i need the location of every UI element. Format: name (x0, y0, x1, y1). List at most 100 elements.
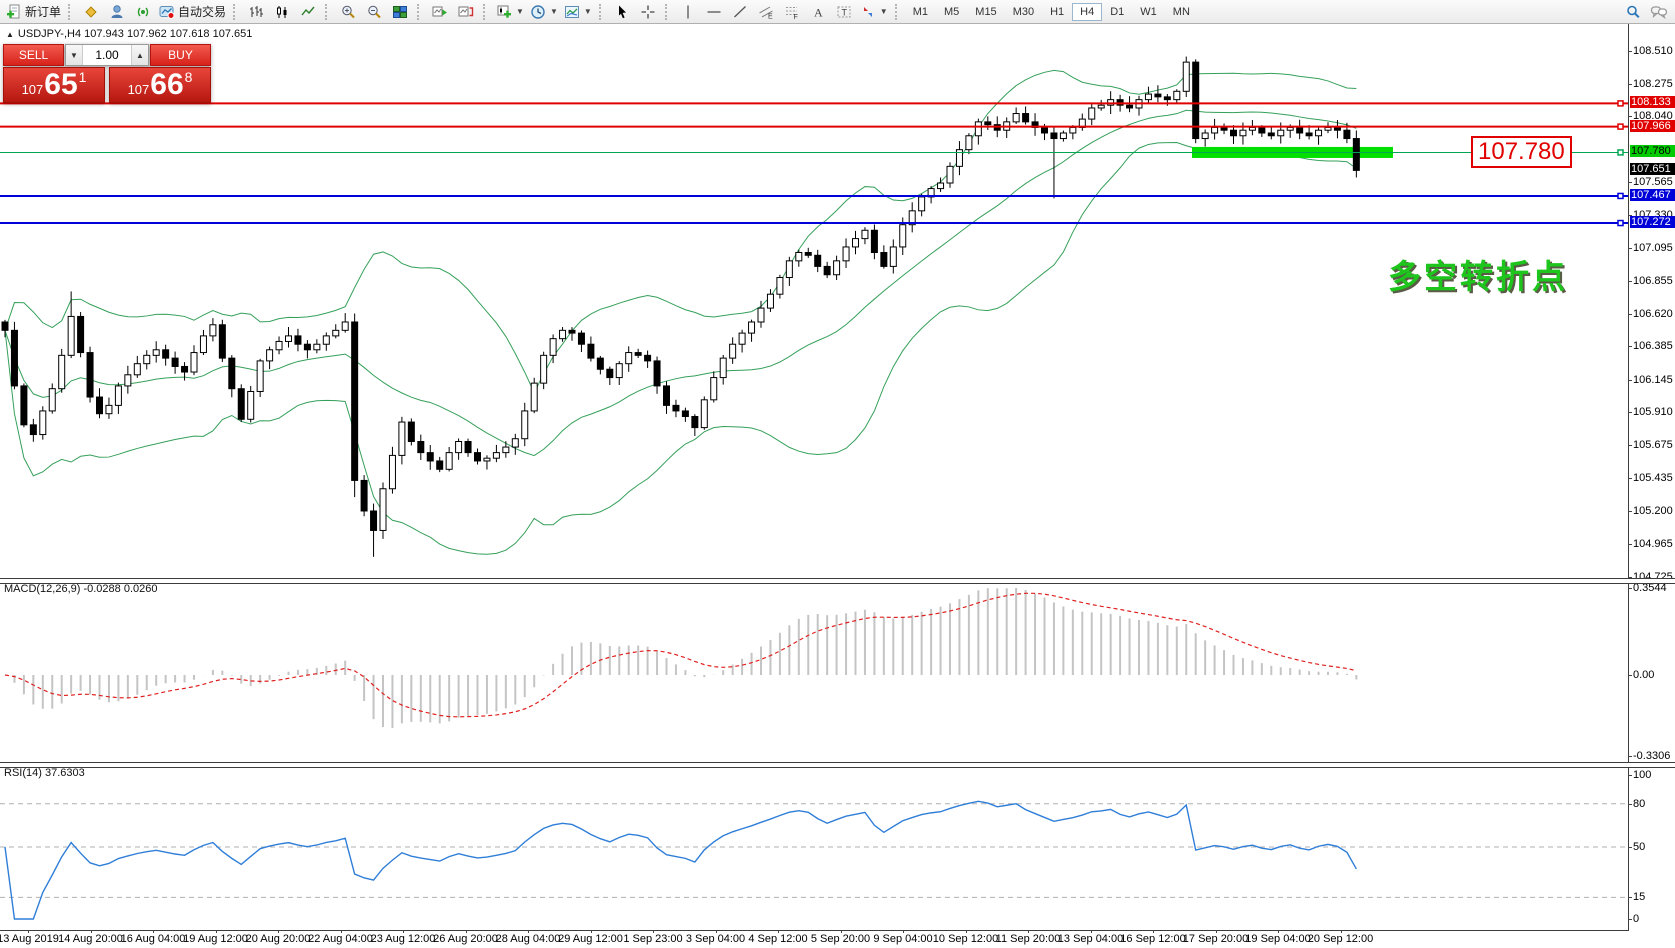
line-chart-button[interactable] (295, 2, 321, 22)
price-callout-box[interactable]: 107.780 (1471, 136, 1572, 168)
text-label-icon: T (837, 6, 851, 17)
candlestick-chart-icon (277, 5, 287, 18)
price-badge-107.272: 107.272 (1630, 216, 1675, 229)
chart-shift-button[interactable] (453, 2, 479, 22)
price-tick-label: 106.145 (1633, 373, 1673, 386)
toolbar-grip (417, 3, 423, 20)
zoom-out-button[interactable] (361, 2, 387, 22)
bar-chart-button[interactable] (243, 2, 269, 22)
volume-down-button[interactable]: ▼ (66, 45, 83, 65)
volume-up-button[interactable]: ▲ (131, 45, 148, 65)
tile-windows-button[interactable] (387, 2, 413, 22)
signals-button[interactable] (130, 2, 156, 22)
price-tick-mark (1628, 444, 1632, 446)
price-tick-mark (1628, 313, 1632, 315)
profile-icon (111, 4, 123, 18)
buy-button[interactable]: BUY (150, 44, 211, 66)
svg-text:F: F (793, 14, 797, 20)
price-badge-107.467: 107.467 (1630, 188, 1675, 201)
trendline-icon (733, 5, 746, 17)
main-chart-panel[interactable] (0, 24, 1628, 579)
time-tick-label: 4 Sep 12:00 (748, 933, 808, 945)
periods-button[interactable]: ▼ (527, 2, 561, 22)
macd-tick-label: 0.3544 (1633, 581, 1667, 594)
toolbar-grip (325, 3, 331, 20)
new-order-button[interactable]: 新订单 (3, 2, 64, 22)
chevron-down-icon: ▼ (549, 7, 558, 16)
price-tick-mark (1628, 280, 1632, 282)
timeframe-m15[interactable]: M15 (975, 5, 997, 18)
autotrading-button[interactable]: 自动交易 (156, 2, 229, 22)
symbol-ohlc-line: USDJPY-,H4 107.943 107.962 107.618 107.6… (17, 28, 253, 40)
horizontal-line-tool[interactable] (701, 2, 727, 22)
time-tick-label: 13 Aug 2019 (0, 933, 59, 945)
price-tick-mark (1628, 83, 1632, 85)
search-button[interactable] (1620, 2, 1646, 22)
timeframe-d1[interactable]: D1 (1110, 5, 1125, 18)
sell-button[interactable]: SELL (3, 44, 64, 66)
news-button[interactable] (78, 2, 104, 22)
price-tick-mark (1628, 346, 1632, 348)
rsi-panel[interactable] (0, 765, 1628, 929)
buy-price-panel[interactable]: 107 66 8 (109, 67, 211, 103)
timeframe-mn[interactable]: MN (1172, 5, 1190, 18)
main-toolbar: 新订单 自动交易 (0, 0, 1675, 24)
market-watch-button[interactable] (104, 2, 130, 22)
chart-shift-icon (458, 6, 474, 16)
trendline-tool[interactable] (727, 2, 753, 22)
panel-splitter[interactable] (0, 578, 1675, 584)
vertical-line-icon (687, 5, 689, 18)
svg-text:E: E (768, 13, 773, 20)
timeframe-h1[interactable]: H1 (1050, 5, 1065, 18)
channel-icon: E (759, 6, 773, 20)
volume-input[interactable]: 1.00 (95, 48, 119, 62)
fibonacci-icon: F (785, 6, 798, 20)
templates-button[interactable]: ▼ (561, 2, 595, 22)
collapse-icon[interactable]: ▲ (6, 30, 14, 39)
timeframe-m5[interactable]: M5 (944, 5, 960, 18)
buy-price-big: 66 (150, 68, 184, 101)
chat-button[interactable] (1646, 2, 1672, 22)
rsi-tick-mark (1628, 897, 1632, 899)
label-tool[interactable]: T (831, 2, 857, 22)
news-icon (85, 5, 97, 18)
timeframe-m30[interactable]: M30 (1012, 5, 1035, 18)
tile-windows-icon (393, 5, 408, 18)
time-tick-label: 16 Sep 12:00 (1120, 933, 1186, 945)
horizontal-line-icon (707, 10, 721, 13)
toolbar-grip (233, 3, 239, 20)
channel-tool[interactable]: E (753, 2, 779, 22)
timeframe-m1[interactable]: M1 (912, 5, 928, 18)
cursor-tool-button[interactable] (609, 2, 635, 22)
new-chart-button[interactable]: ▼ (493, 2, 527, 22)
zoom-in-button[interactable] (335, 2, 361, 22)
sell-price-panel[interactable]: 107 65 1 (3, 67, 105, 103)
buy-price-small: 107 (127, 82, 150, 97)
timeframe-w1[interactable]: W1 (1140, 5, 1157, 18)
turning-point-annotation[interactable]: 多空转折点 (1388, 258, 1568, 295)
panel-splitter[interactable] (0, 762, 1675, 768)
candlestick-chart-button[interactable] (269, 2, 295, 22)
macd-panel[interactable] (0, 581, 1628, 763)
time-tick-mark (90, 930, 92, 933)
chevron-down-icon: ▼ (583, 7, 592, 16)
time-tick-label: 28 Aug 04:00 (495, 933, 561, 945)
auto-scroll-button[interactable] (427, 2, 453, 22)
autotrading-label: 自动交易 (178, 5, 227, 19)
timeframe-h4[interactable]: H4 (1072, 2, 1103, 21)
time-tick-label: 20 Aug 20:00 (245, 933, 311, 945)
time-tick-label: 5 Sep 20:00 (810, 933, 871, 945)
toolbar-grip (664, 3, 671, 20)
vertical-line-tool[interactable] (675, 2, 701, 22)
macd-tick-mark (1628, 675, 1632, 676)
chart-header: ▲ USDJPY-,H4 107.943 107.962 107.618 107.… (6, 28, 252, 40)
rsi-tick-label: 100 (1633, 769, 1652, 781)
text-tool[interactable]: A (805, 2, 831, 22)
price-tick-label: 104.965 (1633, 537, 1673, 550)
fibonacci-tool[interactable]: F (779, 2, 805, 22)
crosshair-tool-button[interactable] (635, 2, 661, 22)
arrows-tool[interactable]: ▼ (857, 2, 891, 22)
toolbar-grip (598, 3, 605, 20)
price-tick-mark (1628, 412, 1632, 414)
